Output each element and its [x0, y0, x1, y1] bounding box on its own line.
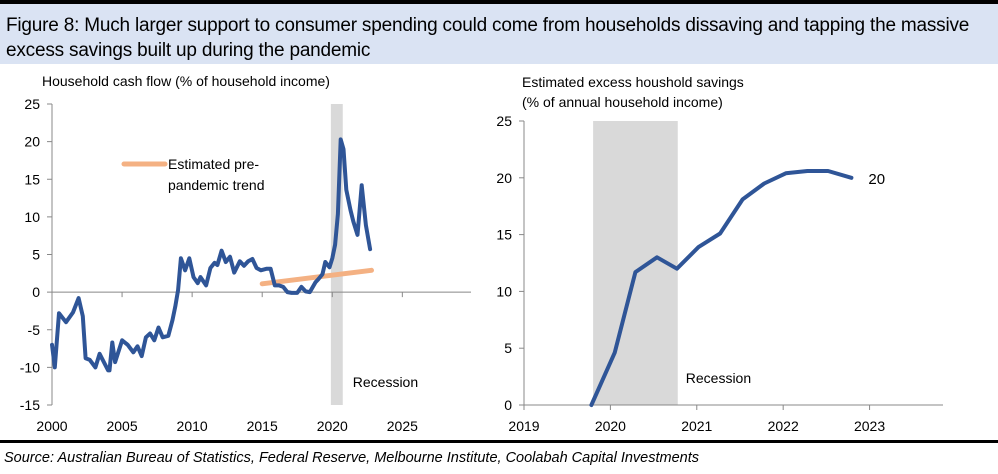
- left-recession-label: Recession: [353, 374, 418, 390]
- figure-title: Figure 8: Much larger support to consume…: [6, 15, 970, 61]
- figure-title-band: Figure 8: Much larger support to consume…: [0, 4, 998, 64]
- right-y-axis: 0 5 10 15 20 25: [496, 113, 525, 413]
- x-tick-label: 2005: [106, 418, 137, 434]
- y-tick-label: 15: [24, 171, 40, 187]
- y-tick-label: 15: [496, 227, 512, 243]
- legend-label-trend-part2: pandemic trend: [168, 177, 265, 193]
- legend-label-trend-part1: Estimated pre-: [168, 156, 259, 172]
- left-trend-line: [259, 267, 374, 287]
- bottom-rule: [0, 440, 998, 443]
- y-tick-label: 20: [24, 134, 40, 150]
- y-tick-label: 10: [24, 209, 40, 225]
- y-tick-label: 0: [504, 397, 512, 413]
- left-recession-band: [330, 104, 343, 405]
- x-tick-label: 2010: [177, 418, 208, 434]
- y-tick-label: 5: [32, 247, 40, 263]
- x-tick-label: 2020: [317, 418, 348, 434]
- y-tick-label: 0: [32, 284, 40, 300]
- y-tick-label: -5: [28, 322, 41, 338]
- x-tick-label: 2000: [36, 418, 67, 434]
- right-chart-title-line2: (% of annual household income): [522, 94, 723, 110]
- y-tick-label: -10: [20, 359, 40, 375]
- top-rule: [0, 0, 998, 4]
- y-tick-label: 25: [24, 96, 40, 112]
- right-recession-label: Recession: [686, 370, 751, 386]
- left-cashflow-line: [50, 137, 373, 373]
- left-x-axis: 2000 2005 2010 2015 2020 2025: [36, 291, 471, 434]
- x-tick-label: 2023: [854, 418, 885, 434]
- right-savings-line: [589, 169, 854, 407]
- x-tick-label: 2019: [508, 418, 539, 434]
- x-tick-label: 2015: [247, 418, 278, 434]
- legend-label-trend-line2: pandemic trend: [168, 177, 265, 193]
- right-chart-title-line1: Estimated excess houshold savings: [522, 74, 744, 90]
- y-tick-label: -15: [20, 397, 40, 413]
- x-tick-label: 2025: [387, 418, 418, 434]
- y-tick-label: 25: [496, 113, 512, 129]
- right-end-data-label: 20: [868, 171, 885, 188]
- left-chart: Household cash flow (% of household inco…: [20, 73, 471, 434]
- left-chart-title: Household cash flow (% of household inco…: [42, 73, 330, 89]
- source-note: Source: Australian Bureau of Statistics,…: [4, 450, 700, 466]
- y-tick-label: 5: [504, 340, 512, 356]
- x-tick-label: 2020: [595, 418, 626, 434]
- left-y-axis: -15 -10 -5 0 5 10 15 20 25: [20, 96, 53, 413]
- y-tick-label: 20: [496, 170, 512, 186]
- right-x-axis: 2019 2020 2021 2022 2023: [508, 404, 943, 434]
- y-tick-label: 10: [496, 283, 512, 299]
- x-tick-label: 2021: [681, 418, 712, 434]
- right-chart: Estimated excess houshold savings (% of …: [496, 74, 943, 434]
- x-tick-label: 2022: [768, 418, 799, 434]
- legend-label-trend-line1: Estimated pre-: [168, 156, 259, 172]
